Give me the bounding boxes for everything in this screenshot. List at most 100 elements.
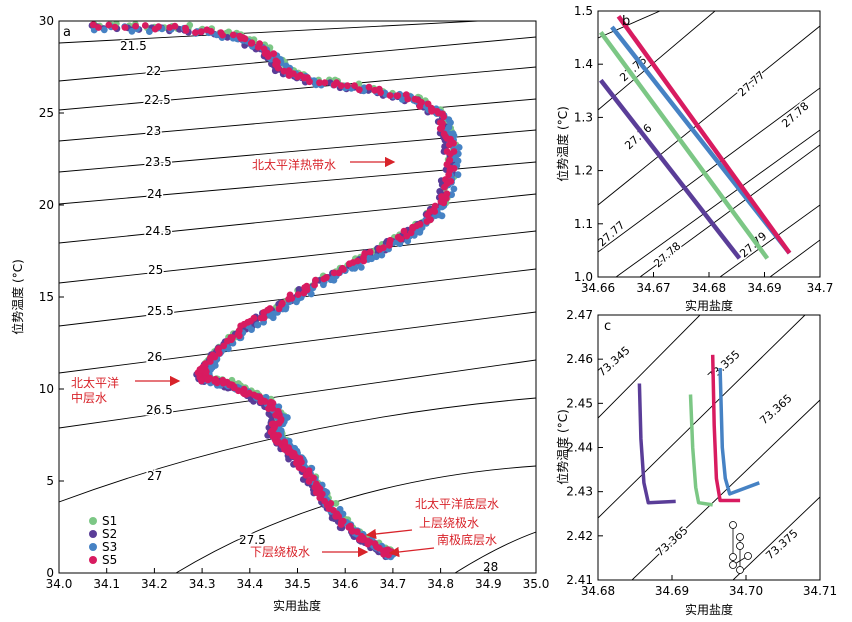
point-S3	[254, 321, 262, 329]
point-S5	[264, 53, 272, 60]
point-S5	[360, 257, 368, 265]
panel-b-xtick-label-1: 34.67	[636, 281, 670, 295]
panel-c-ytick-label-0: 2.41	[566, 573, 593, 587]
panel-c-xlabel: 实用盐度	[685, 602, 733, 617]
isopycnal-23	[59, 98, 536, 142]
point-S5	[253, 393, 261, 400]
point-S3	[320, 281, 327, 289]
point-S5	[248, 39, 256, 47]
panel-a-xtick-label-7: 34.7	[380, 577, 407, 591]
panel-a-xlabel: 实用盐度	[273, 598, 321, 613]
point-S5	[330, 269, 338, 277]
point-S5	[409, 223, 416, 231]
isopycnal-22	[59, 36, 536, 82]
panel-a-data	[88, 21, 463, 561]
contour-label-25: 25	[148, 263, 163, 277]
panel-a-contours	[59, 21, 536, 573]
panel-c-xtick-label-3: 34.71	[803, 584, 837, 598]
point-S3	[266, 312, 274, 319]
point-S5	[440, 199, 448, 207]
annotation-npiw-line1: 北太平洋	[71, 375, 119, 390]
panel-a-xtick-label-10: 35.0	[523, 577, 550, 591]
panel-b-axes: 34.66 34.67 34.68 34.69 34.7 1.0 1.1 1.2 1.3 1.4 1…	[574, 4, 833, 295]
panel-c-contour-labels: 73.345 73.355 73.365 73.365 73.375	[594, 342, 802, 563]
point-S5	[445, 141, 453, 149]
panel-b-xlabel: 实用盐度	[685, 298, 733, 313]
legend-label-S1: S1	[102, 514, 117, 528]
legend: S1 S2 S3 S5	[89, 514, 117, 567]
point-S3	[128, 27, 136, 35]
point-S5	[423, 218, 431, 225]
panel-b-ytick-label-2: 1.2	[574, 164, 593, 178]
point-S5	[429, 106, 436, 114]
panel-b-series-S5	[616, 14, 792, 255]
point-S5	[241, 35, 249, 43]
point-S3	[146, 28, 153, 35]
legend-label-S3: S3	[102, 540, 117, 554]
point-S5	[269, 405, 276, 412]
point-S5	[261, 398, 269, 405]
panel-c: 73.345 73.355 73.365 73.365 73.375 c 34.…	[555, 308, 837, 617]
panel-c-data	[637, 354, 760, 507]
point-S5	[351, 82, 358, 89]
panel-c-ytick-label-1: 2.42	[566, 529, 593, 543]
panel-b-ytick-label-3: 1.3	[574, 110, 593, 124]
panel-b-letter: b	[622, 14, 630, 29]
point-S5	[294, 73, 301, 81]
panel-c-xtick-label-2: 34.70	[729, 584, 763, 598]
svg-text:73.355: 73.355	[705, 348, 742, 383]
point-S5	[192, 29, 199, 36]
panel-a-axes: 34.0 34.1 34.2 34.3 34.4 34.5 34.6 34.7 34.8 34.9…	[39, 14, 550, 591]
panel-c-series-S3	[718, 367, 760, 496]
point-S5	[257, 314, 265, 322]
panel-b-series-S2	[599, 78, 742, 260]
panel-c-ylabel: 位势温度 (°C)	[555, 409, 570, 485]
point-S5	[197, 28, 205, 36]
point-S5	[111, 23, 119, 31]
panel-a-ytick-label-6: 30	[39, 14, 54, 28]
panel-a-contour-labels: 21.5 22 22.5 23 23.5 24 24.5 25 25.5 26 …	[119, 38, 500, 576]
point-S5	[235, 332, 243, 340]
panel-a-xtick-label-3: 34.3	[189, 577, 216, 591]
point-S5	[400, 227, 408, 235]
panel-c-series-S5	[710, 354, 741, 503]
panel-c-contours	[598, 315, 820, 580]
point-S5	[95, 24, 102, 31]
point-S5	[403, 232, 411, 240]
point-S5	[404, 95, 412, 103]
point-S5	[311, 281, 318, 289]
point-S5	[294, 291, 302, 298]
panel-c-series-S1	[688, 394, 713, 507]
point-S5	[155, 23, 162, 31]
point-S5	[141, 22, 149, 29]
annotation-npdw-arrow	[365, 528, 413, 540]
legend-label-S5: S5	[102, 553, 117, 567]
point-S3	[307, 290, 315, 298]
svg-text:73.365: 73.365	[757, 392, 794, 427]
point-S5	[335, 513, 343, 520]
panel-b-series-S1	[598, 30, 770, 260]
panel-b-xtick-label-0: 34.66	[581, 281, 615, 295]
isopycnal-26.5	[59, 359, 536, 429]
contour-label-21.5: 21.5	[120, 39, 147, 53]
point-S5	[280, 444, 288, 452]
point-S5	[355, 86, 363, 94]
point-S5	[377, 89, 384, 96]
point-S5	[299, 466, 307, 473]
panel-a-xtick-label-5: 34.5	[284, 577, 311, 591]
isopycnal-27.5	[175, 465, 536, 573]
point-S5	[254, 43, 262, 51]
point-S5	[204, 376, 212, 384]
point-S5	[219, 31, 227, 39]
legend-marker-S5	[89, 556, 97, 564]
point-S5	[305, 478, 313, 485]
contour-label-23.5: 23.5	[145, 155, 172, 169]
point-S5	[440, 113, 447, 121]
point-S5	[246, 389, 253, 397]
point-S5	[386, 92, 394, 99]
annotation-npdw-line2: 上层绕极水	[419, 516, 479, 530]
panel-a-xtick-label-8: 34.8	[427, 577, 454, 591]
point-S3	[357, 264, 365, 271]
legend-marker-S2	[89, 530, 97, 538]
isopycnal-28	[454, 531, 536, 573]
